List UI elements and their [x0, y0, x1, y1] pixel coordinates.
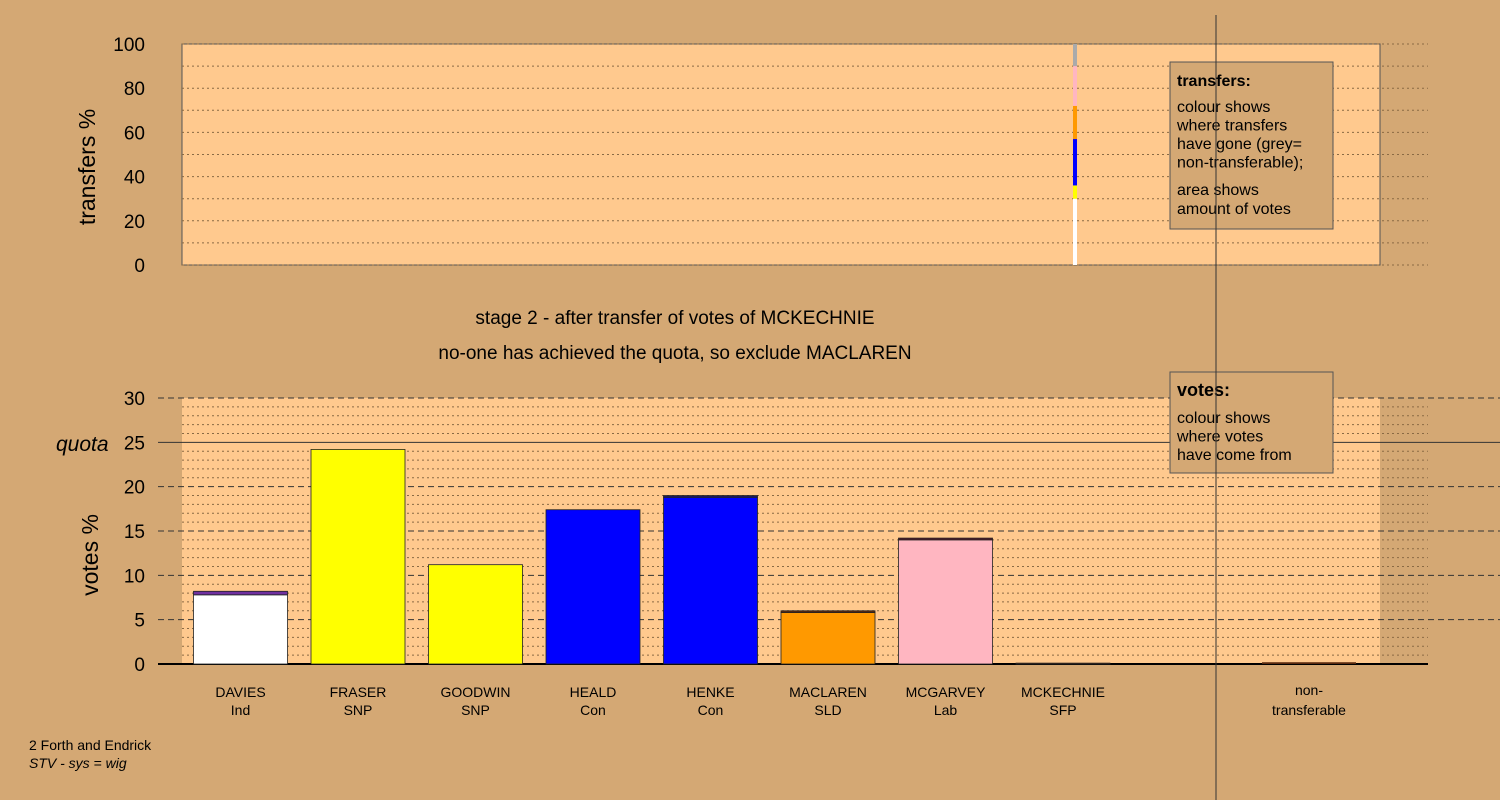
transfer-segment	[1073, 66, 1077, 106]
transfers-legend-line: amount of votes	[1177, 201, 1291, 218]
candidate-name: HENKE	[686, 684, 734, 700]
footer-constituency: 2 Forth and Endrick	[29, 737, 152, 753]
votes-legend-title: votes:	[1177, 380, 1230, 400]
vote-bar-segment	[545, 509, 641, 665]
votes-tick-label: 5	[134, 611, 145, 632]
vote-bar-segment	[898, 539, 993, 665]
candidate-party: SNP	[461, 702, 490, 718]
transfers-legend-box	[1169, 61, 1334, 230]
transfers-legend-line: where transfers	[1176, 118, 1287, 135]
transfers-y-axis-label: transfers %	[74, 109, 100, 225]
vote-bar-segment	[1015, 662, 1111, 665]
vote-bar-segment	[193, 594, 288, 665]
transfer-segment	[1073, 44, 1077, 67]
votes-tick-label: 30	[124, 389, 145, 410]
footer-system: STV - sys = wig	[29, 755, 127, 771]
candidate-name: DAVIES	[215, 684, 265, 700]
transfer-segment	[1073, 139, 1077, 186]
candidate-party: SFP	[1049, 702, 1076, 718]
nontransferable-label: transferable	[1272, 702, 1346, 718]
transfers-tick-label: 80	[124, 79, 145, 100]
quota-label: quota	[56, 433, 109, 456]
votes-chart: 0 5 10 15 20 25 30 DAVIES Ind FRASER SNP GOODWIN SN…	[56, 371, 1500, 718]
stage-title: stage 2 - after transfer of votes of MCK…	[475, 308, 874, 329]
votes-legend-box	[1169, 371, 1334, 474]
votes-legend-line: have come from	[1177, 447, 1292, 464]
candidate-name: HEALD	[570, 684, 617, 700]
candidate-party: SNP	[344, 702, 373, 718]
transfers-legend-title: transfers:	[1177, 73, 1251, 90]
vote-bar-segment	[663, 495, 758, 498]
votes-tick-label: 10	[124, 566, 145, 587]
transfers-tick-labels: 0 20 40 60 80 100	[113, 35, 145, 277]
transfers-legend-line: non-transferable);	[1177, 155, 1303, 172]
transfers-legend-line: area shows	[1177, 182, 1259, 199]
transfer-segment	[1073, 105, 1077, 140]
vote-bar-segment	[898, 537, 993, 541]
votes-tick-label: 15	[124, 522, 145, 543]
votes-tick-label: 20	[124, 478, 145, 499]
nontransferable-bar	[1262, 662, 1356, 664]
votes-tick-labels: 0 5 10 15 20 25 30	[124, 389, 145, 676]
candidate-party: Con	[580, 702, 606, 718]
votes-bars	[193, 449, 1356, 665]
vote-bar-segment	[780, 612, 876, 665]
candidate-name: FRASER	[330, 684, 387, 700]
candidate-party: SLD	[814, 702, 841, 718]
votes-category-labels: DAVIES Ind FRASER SNP GOODWIN SNP HEALD Con HENK…	[215, 682, 1346, 718]
candidate-name: GOODWIN	[441, 684, 511, 700]
transfers-legend: transfers: colour shows where transfersha…	[1169, 61, 1334, 230]
vote-bar-segment	[193, 590, 288, 596]
candidate-name: MACLAREN	[789, 684, 867, 700]
vote-bar-segment	[663, 496, 758, 665]
transfers-tick-label: 60	[124, 123, 145, 144]
vote-bar-segment	[310, 449, 406, 665]
transfers-chart: 0 20 40 60 80 100 transfers % transfers: colo…	[74, 35, 1428, 277]
votes-legend-line: colour shows	[1177, 410, 1270, 427]
candidate-name: MCGARVEY	[906, 684, 987, 700]
transfers-tick-label: 40	[124, 168, 145, 189]
votes-tick-label: 25	[124, 433, 145, 454]
votes-tick-label: 0	[134, 655, 145, 676]
vote-bar-segment	[780, 610, 876, 613]
transfers-tick-label: 20	[124, 212, 145, 233]
stage-subtitle: no-one has achieved the quota, so exclud…	[438, 343, 911, 364]
candidate-party: Lab	[934, 702, 958, 718]
transfer-segment	[1073, 198, 1077, 265]
candidate-name: MCKECHNIE	[1021, 684, 1105, 700]
transfers-legend-line: have gone (grey=	[1177, 136, 1302, 153]
vote-bar-segment	[428, 564, 523, 665]
transfers-tick-label: 0	[134, 256, 145, 277]
candidate-party: Con	[698, 702, 724, 718]
votes-y-axis-label: votes %	[77, 514, 103, 596]
transfers-tick-label: 100	[113, 35, 145, 56]
transfers-legend-line: colour shows	[1177, 99, 1270, 116]
transfer-segment	[1073, 185, 1077, 199]
votes-legend-line: where votes	[1176, 429, 1263, 446]
nontransferable-label: non-	[1295, 682, 1323, 698]
candidate-party: Ind	[231, 702, 250, 718]
transfer-column	[1073, 44, 1077, 265]
